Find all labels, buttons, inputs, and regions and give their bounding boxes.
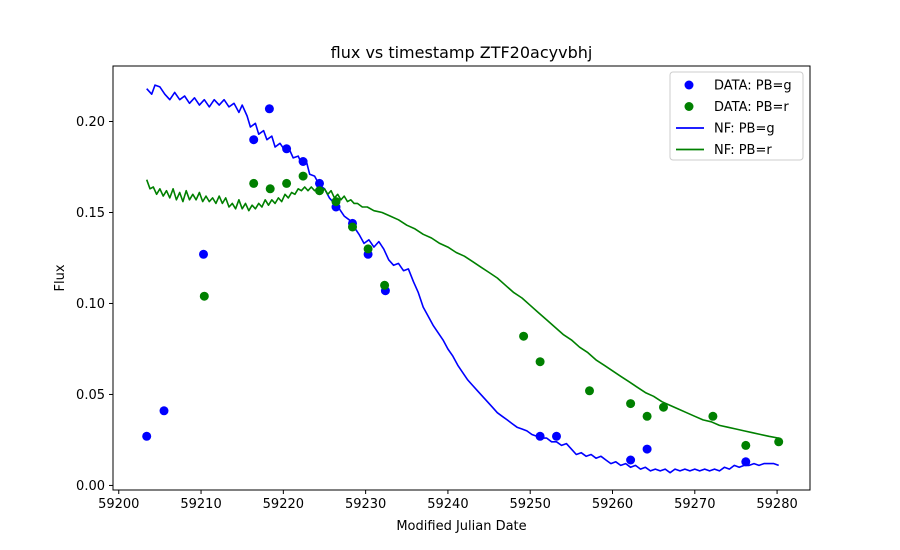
scatter-point-s1-5 [264, 104, 274, 114]
scatter-point-s2-1 [199, 291, 209, 301]
scatter-point-s2-12 [535, 357, 545, 367]
axes-frame [112, 65, 811, 491]
scatter-point-s2-3 [265, 184, 275, 194]
x-axis: 59200 59210 59220 59230 59240 59250 59260 59270… [98, 490, 798, 512]
series-layer [142, 84, 784, 474]
scatter-point-s2-17 [708, 411, 718, 421]
x-tick-label: 59230 [345, 497, 386, 512]
legend: DATA: PB=g DATA: PB=r NF: PB=g NF: PB=r [669, 71, 804, 161]
x-tick-label: 59240 [427, 497, 468, 512]
scatter-point-s2-18 [741, 440, 751, 450]
y-tick-label: 0.20 [76, 115, 105, 130]
y-tick-label: 0.10 [76, 297, 105, 312]
scatter-point-s1-2 [159, 406, 169, 416]
scatter-point-s2-15 [642, 411, 652, 421]
legend-box [669, 71, 804, 161]
x-tick-label: 59210 [180, 497, 221, 512]
x-tick-label: 59250 [510, 497, 551, 512]
legend-label-3: NF: PB=g [714, 122, 775, 137]
y-axis-label: Flux [53, 264, 68, 291]
scatter-point-s2-19 [774, 437, 784, 447]
scatter-point-s2-13 [585, 386, 594, 396]
scatter-point-s1-14 [552, 431, 561, 441]
scatter-point-s1-16 [642, 444, 652, 454]
scatter-point-s1-4 [249, 135, 259, 145]
x-tick-label: 59270 [674, 497, 715, 512]
x-tick-label: 59280 [756, 497, 797, 512]
scatter-point-s2-4 [282, 178, 292, 188]
legend-marker-1 [684, 80, 694, 90]
x-tick-label: 59220 [263, 497, 304, 512]
scatter-point-s2-9 [363, 244, 373, 254]
legend-marker-2 [684, 102, 694, 111]
scatter-point-s2-8 [348, 222, 357, 232]
chart-title: flux vs timestamp ZTF20acyvbhj [331, 43, 593, 62]
series-line-1 [146, 84, 779, 474]
scatter-point-s1-1 [142, 431, 152, 441]
y-tick-label: 0.15 [76, 206, 105, 221]
scatter-point-s2-10 [380, 280, 390, 290]
legend-label-2: DATA: PB=r [714, 100, 789, 115]
scatter-point-s2-2 [249, 178, 259, 188]
x-axis-label: Modified Julian Date [396, 519, 526, 534]
y-tick-label: 0.05 [76, 388, 105, 403]
scatter-point-s1-17 [741, 457, 751, 467]
series-line-2 [145, 179, 779, 439]
scatter-point-s2-14 [626, 399, 636, 409]
legend-label-1: DATA: PB=g [714, 79, 792, 94]
scatter-point-s1-13 [535, 431, 545, 441]
scatter-point-s2-5 [298, 171, 308, 181]
scatter-point-s2-6 [315, 186, 324, 196]
x-tick-label: 59200 [98, 497, 139, 512]
y-axis: 0.00 0.05 0.10 0.15 0.20 [76, 115, 113, 494]
scatter-point-s2-11 [519, 331, 529, 341]
x-tick-label: 59260 [592, 497, 633, 512]
y-tick-label: 0.00 [76, 479, 105, 494]
scatter-point-s1-15 [626, 455, 636, 465]
scatter-point-s1-8 [315, 178, 324, 188]
scatter-point-s1-7 [298, 157, 308, 166]
scatter-point-s1-6 [282, 144, 292, 154]
scatter-point-s1-3 [199, 249, 208, 259]
scatter-point-s2-7 [331, 197, 341, 207]
scatter-point-s2-16 [659, 402, 668, 412]
legend-label-4: NF: PB=r [714, 143, 772, 158]
